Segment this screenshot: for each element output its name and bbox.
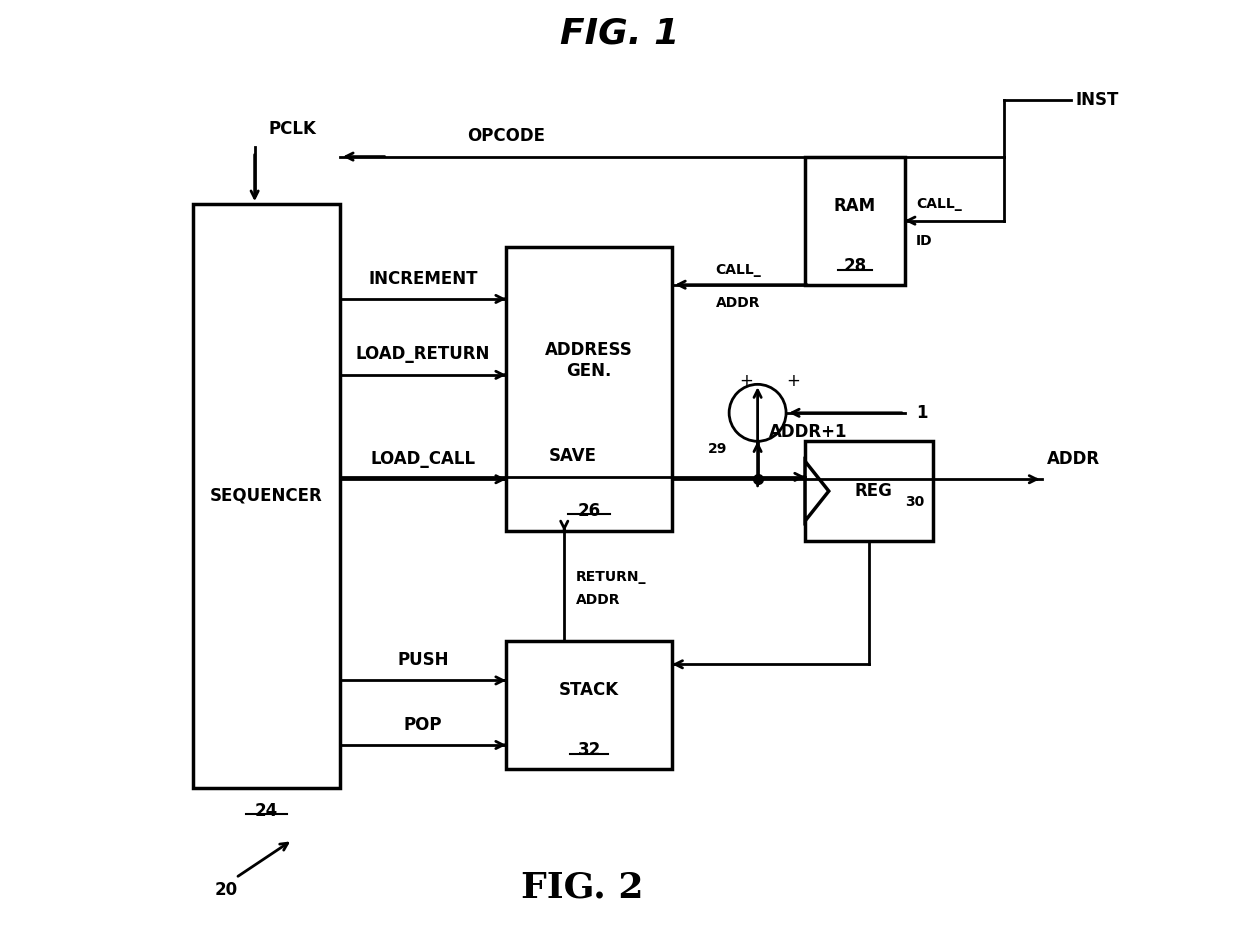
Text: INCREMENT: INCREMENT (368, 270, 477, 288)
Text: RETURN_: RETURN_ (575, 569, 646, 584)
Text: REG: REG (854, 482, 893, 500)
Bar (506, 247, 672, 531)
Text: 24: 24 (255, 803, 278, 820)
Text: ADDR: ADDR (717, 296, 761, 310)
Circle shape (729, 384, 786, 441)
Bar (805, 157, 905, 285)
Text: SEQUENCER: SEQUENCER (210, 487, 322, 505)
Text: OPCODE: OPCODE (467, 127, 546, 145)
Text: 30: 30 (905, 495, 924, 510)
Text: INST: INST (1075, 91, 1118, 108)
Text: PCLK: PCLK (269, 120, 316, 138)
Text: FIG. 1: FIG. 1 (560, 16, 680, 50)
Text: CALL_: CALL_ (715, 263, 761, 277)
Text: 32: 32 (578, 741, 601, 758)
Text: +: + (786, 373, 801, 390)
Text: CALL_: CALL_ (916, 197, 962, 212)
Bar (506, 641, 672, 769)
Bar (805, 441, 934, 541)
Text: +: + (739, 373, 753, 390)
Text: 29: 29 (708, 442, 728, 456)
Text: RAM: RAM (833, 197, 875, 215)
Text: ADDR: ADDR (575, 593, 620, 607)
Text: PUSH: PUSH (397, 651, 449, 669)
Text: 26: 26 (578, 502, 600, 519)
Text: 1: 1 (916, 404, 928, 421)
Text: SAVE: SAVE (548, 448, 596, 466)
Text: LOAD_CALL: LOAD_CALL (371, 450, 476, 468)
Text: ID: ID (916, 234, 932, 248)
Polygon shape (805, 461, 828, 521)
Bar (193, 204, 340, 788)
Text: ADDRESS
GEN.: ADDRESS GEN. (546, 342, 634, 380)
Text: ADDR: ADDR (1047, 450, 1100, 468)
Text: POP: POP (404, 716, 443, 734)
Text: STACK: STACK (559, 681, 619, 699)
Text: LOAD_RETURN: LOAD_RETURN (356, 345, 490, 363)
Text: ADDR+1: ADDR+1 (769, 423, 847, 440)
Text: 28: 28 (843, 257, 867, 274)
Text: 20: 20 (215, 882, 238, 899)
Text: FIG. 2: FIG. 2 (521, 870, 644, 904)
